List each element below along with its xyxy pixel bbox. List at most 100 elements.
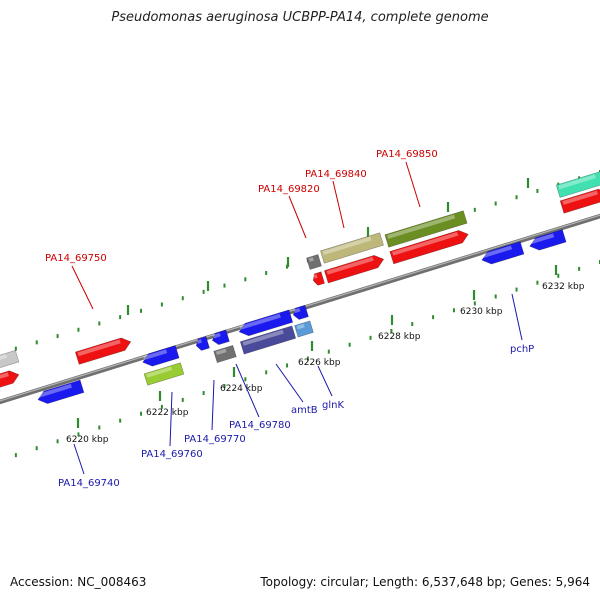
gene-pa14-69780[interactable] <box>237 309 294 338</box>
label-glnK-leader <box>317 365 333 397</box>
gene-glnK-shine <box>296 323 305 330</box>
label-glnK: glnK <box>322 400 344 411</box>
gene-pa14-69750[interactable] <box>74 336 132 365</box>
gene-olive-body <box>384 210 468 248</box>
gene-pa14-69850-body <box>559 188 600 214</box>
gene-grey-1-shine <box>0 354 8 366</box>
gene-khaki[interactable] <box>320 232 384 264</box>
gene-pa14-69760-shine <box>146 366 173 378</box>
kbp-label: 6228 kbp <box>378 332 421 342</box>
gene-pa14-69740-shine <box>38 383 72 398</box>
gene-pa14-69770-body <box>213 344 237 364</box>
label-pa14-69740-leader <box>73 443 85 475</box>
label-pa14-69770: PA14_69770 <box>184 434 246 445</box>
kbp-label: 6220 kbp <box>66 435 109 445</box>
gene-olive[interactable] <box>384 210 468 248</box>
gene-pa14-69750-shine <box>77 339 121 357</box>
gene-pa14-69780-body <box>238 309 294 337</box>
gene-pa14-69820-body <box>324 255 385 284</box>
gene-pa14-69850-shine <box>562 190 598 205</box>
gene-pa14-69820[interactable] <box>324 253 385 284</box>
gene-pa14-69770-shine <box>215 348 227 356</box>
label-pa14-69780-leader <box>235 363 260 418</box>
label-pa14-69820: PA14_69820 <box>258 184 320 195</box>
gene-blue-2-body <box>142 345 180 367</box>
gene-red-small[interactable] <box>311 271 325 286</box>
gene-pa14-69840-body <box>389 230 469 265</box>
gene-khaki-body <box>320 232 384 264</box>
gene-pchP[interactable] <box>480 241 525 267</box>
label-pchP-leader <box>511 293 523 341</box>
gene-amtB-shine <box>242 329 284 346</box>
gene-pa14-69760-body <box>143 362 185 386</box>
label-pa14-69840-leader <box>332 180 345 229</box>
label-amtB: amtB <box>291 405 318 416</box>
gene-pchP-shine <box>482 245 513 259</box>
kbp-label: 6232 kbp <box>542 282 585 292</box>
gene-pa14-69840[interactable] <box>389 228 470 265</box>
gene-glnK-body <box>294 320 314 338</box>
gene-olive-shine <box>387 214 456 239</box>
gene-blue-2-shine <box>143 349 168 361</box>
genome-summary-label: Topology: circular; Length: 6,537,648 bp… <box>260 575 590 589</box>
label-pa14-69770-leader <box>211 379 215 431</box>
label-pa14-69740: PA14_69740 <box>58 478 120 489</box>
gene-blue-4[interactable] <box>211 329 230 346</box>
gene-pa14-69750-body <box>74 337 132 365</box>
gene-blue-5[interactable] <box>292 304 309 321</box>
gene-pchP-body <box>481 241 525 265</box>
gene-amtB[interactable] <box>239 325 297 355</box>
gene-khaki-shine <box>322 236 372 255</box>
gene-red-small-body <box>312 271 325 286</box>
gene-pa14-69820-shine <box>326 256 374 275</box>
kbp-label: 6230 kbp <box>460 307 503 317</box>
gene-pa14-69780-shine <box>239 313 281 330</box>
gene-pa14-69850[interactable] <box>559 187 600 214</box>
gene-blue-5-shine <box>293 307 301 314</box>
gene-teal[interactable] <box>555 170 600 198</box>
gene-red-1-body <box>0 370 20 396</box>
gene-blue-4-body <box>211 329 230 346</box>
label-pa14-69780: PA14_69780 <box>229 420 291 431</box>
gene-blue-5-body <box>292 304 309 320</box>
label-pa14-69750-leader <box>71 265 94 310</box>
gene-red-1[interactable] <box>0 368 21 396</box>
gene-pa14-69740[interactable] <box>36 379 85 406</box>
gene-pa14-69770[interactable] <box>213 344 237 364</box>
gene-glnK[interactable] <box>294 320 314 338</box>
kbp-label: 6222 kbp <box>146 408 189 418</box>
gene-grey-2[interactable] <box>306 254 322 270</box>
gene-blue-3-shine <box>196 339 202 344</box>
gene-pa14-69840-shine <box>392 231 459 256</box>
label-pa14-69850-leader <box>405 161 421 208</box>
label-pa14-69850: PA14_69850 <box>376 149 438 160</box>
gene-blue-6[interactable] <box>528 229 567 253</box>
gene-blue-6-body <box>529 229 567 251</box>
gene-grey-2-body <box>306 254 322 270</box>
gene-amtB-body <box>239 325 297 355</box>
gene-red-small-shine <box>313 274 318 279</box>
kbp-label: 6224 kbp <box>220 384 263 394</box>
gene-teal-body <box>555 170 600 198</box>
gene-teal-shine <box>558 174 596 190</box>
gene-pa14-69760[interactable] <box>143 362 185 386</box>
gene-blue-3-body <box>195 336 210 351</box>
label-pchP: pchP <box>510 344 534 355</box>
label-pa14-69750: PA14_69750 <box>45 253 107 264</box>
gene-pa14-69740-body <box>37 379 85 404</box>
accession-label: Accession: NC_008463 <box>10 575 147 589</box>
kbp-label: 6226 kbp <box>298 358 341 368</box>
label-pa14-69820-leader <box>288 195 307 239</box>
gene-grey-1-body <box>0 350 20 374</box>
gene-blue-2[interactable] <box>141 345 180 369</box>
gene-blue-4-shine <box>212 332 221 339</box>
label-pa14-69760: PA14_69760 <box>141 449 203 460</box>
gene-blue-6-shine <box>530 233 555 245</box>
label-pa14-69760-leader <box>169 391 173 447</box>
gene-grey-1[interactable] <box>0 350 20 374</box>
label-amtB-leader <box>275 363 304 403</box>
gene-blue-3[interactable] <box>195 336 210 352</box>
label-pa14-69840: PA14_69840 <box>305 169 367 180</box>
gene-grey-2-shine <box>308 257 314 262</box>
